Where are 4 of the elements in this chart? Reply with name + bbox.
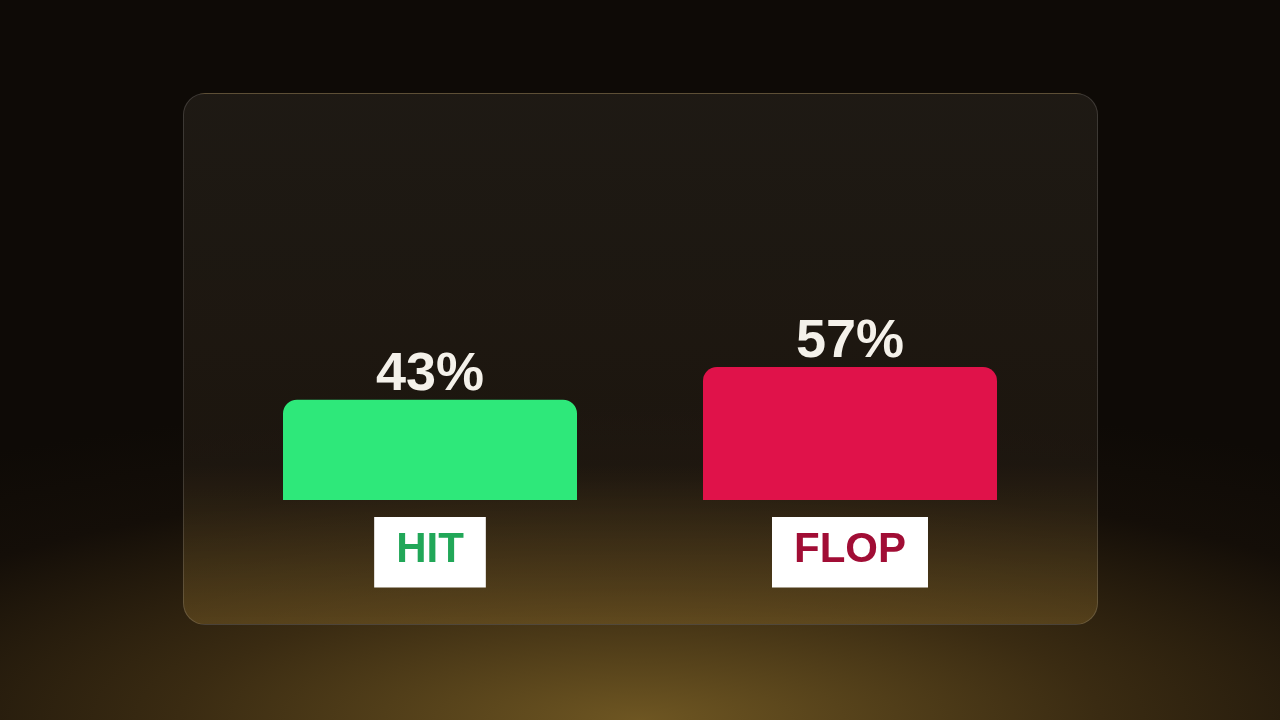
data-label: 43%: [375, 340, 485, 401]
data-label: 57%: [795, 308, 905, 368]
x-tick-label: FLOP: [794, 523, 906, 571]
x-tick-label: HIT: [396, 523, 465, 571]
